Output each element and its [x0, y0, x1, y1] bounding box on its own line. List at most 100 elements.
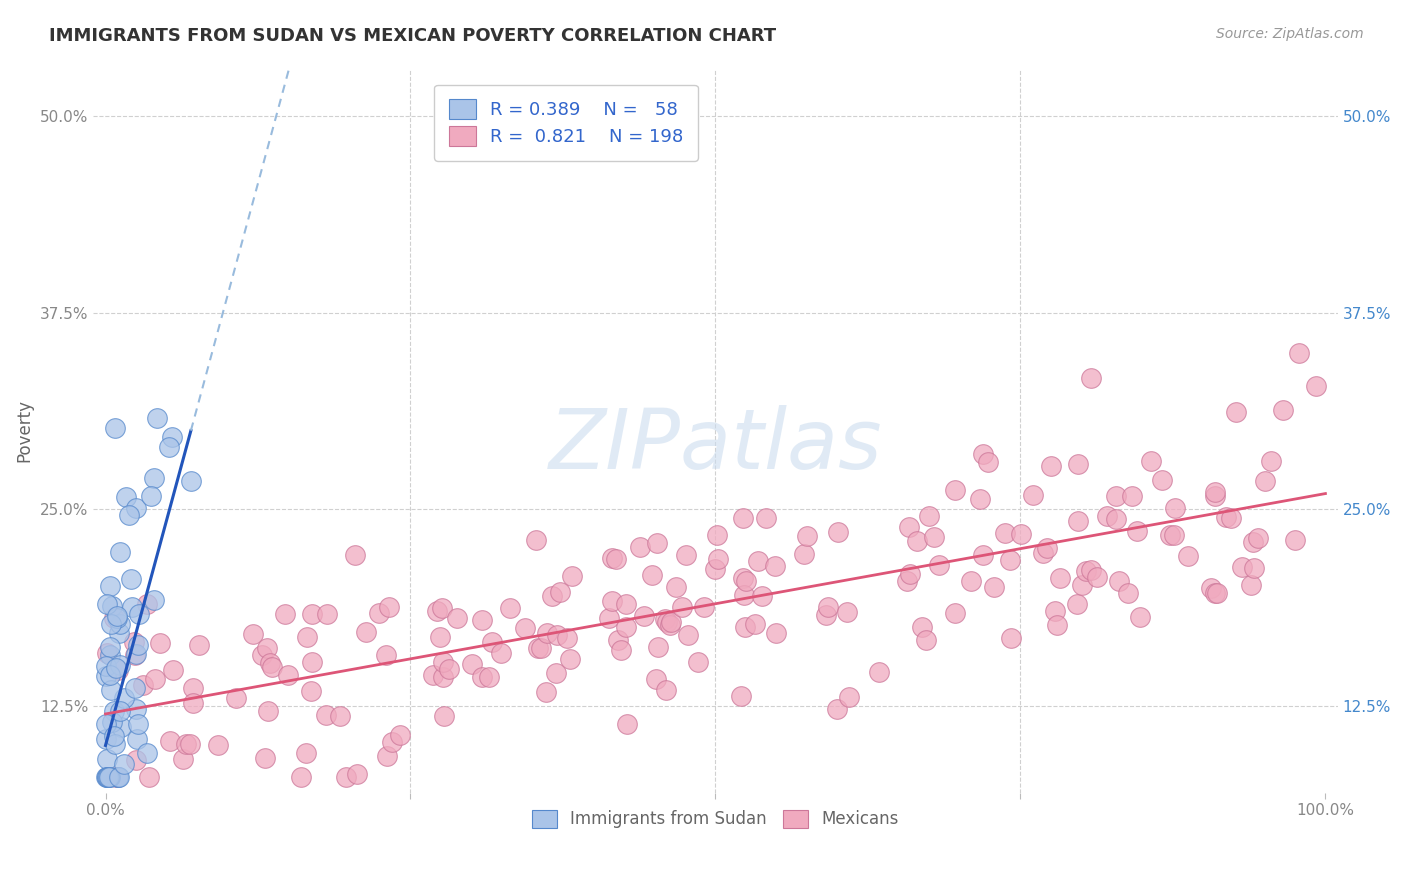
- Point: [174, 737, 197, 751]
- Point: [180, 474, 202, 488]
- Point: [108, 704, 131, 718]
- Point: [477, 670, 499, 684]
- Point: [367, 606, 389, 620]
- Point: [688, 655, 710, 669]
- Point: [105, 608, 128, 623]
- Point: [898, 520, 921, 534]
- Point: [259, 656, 281, 670]
- Point: [546, 666, 568, 681]
- Point: [127, 732, 149, 747]
- Point: [1164, 500, 1187, 515]
- Point: [628, 540, 651, 554]
- Point: [142, 471, 165, 485]
- Point: [994, 526, 1017, 541]
- Point: [704, 562, 727, 576]
- Point: [101, 599, 124, 614]
- Point: [335, 770, 357, 784]
- Text: ZIPatlas: ZIPatlas: [548, 405, 883, 485]
- Point: [108, 625, 131, 640]
- Point: [136, 746, 159, 760]
- Point: [1247, 531, 1270, 545]
- Point: [104, 661, 127, 675]
- Point: [817, 599, 839, 614]
- Point: [1035, 541, 1057, 555]
- Point: [256, 641, 278, 656]
- Point: [375, 748, 398, 763]
- Point: [945, 606, 967, 620]
- Point: [301, 607, 323, 621]
- Point: [375, 648, 398, 662]
- Point: [1205, 585, 1227, 599]
- Point: [225, 690, 247, 705]
- Point: [96, 597, 118, 611]
- Point: [94, 658, 117, 673]
- Point: [103, 611, 125, 625]
- Point: [127, 716, 149, 731]
- Point: [734, 574, 756, 589]
- Point: [162, 430, 184, 444]
- Point: [654, 612, 676, 626]
- Point: [838, 690, 860, 704]
- Point: [1121, 489, 1143, 503]
- Point: [1243, 561, 1265, 575]
- Point: [835, 606, 858, 620]
- Point: [1271, 402, 1294, 417]
- Point: [827, 524, 849, 539]
- Point: [1159, 528, 1181, 542]
- Point: [1284, 533, 1306, 547]
- Point: [657, 615, 679, 629]
- Point: [1241, 535, 1264, 549]
- Point: [97, 770, 120, 784]
- Point: [257, 704, 280, 718]
- Point: [827, 702, 849, 716]
- Point: [262, 660, 284, 674]
- Point: [1066, 457, 1088, 471]
- Point: [491, 646, 513, 660]
- Point: [139, 489, 162, 503]
- Point: [124, 648, 146, 662]
- Point: [665, 580, 688, 594]
- Point: [763, 558, 786, 573]
- Point: [918, 509, 941, 524]
- Point: [378, 599, 401, 614]
- Point: [1305, 379, 1327, 393]
- Point: [1071, 578, 1094, 592]
- Point: [101, 715, 124, 730]
- Point: [104, 737, 127, 751]
- Point: [471, 613, 494, 627]
- Point: [315, 708, 337, 723]
- Point: [97, 770, 120, 784]
- Point: [127, 638, 149, 652]
- Point: [96, 717, 118, 731]
- Point: [1000, 631, 1022, 645]
- Point: [616, 620, 638, 634]
- Point: [432, 601, 454, 615]
- Point: [676, 627, 699, 641]
- Point: [548, 585, 571, 599]
- Point: [1046, 617, 1069, 632]
- Point: [120, 573, 142, 587]
- Point: [977, 455, 1000, 469]
- Point: [181, 681, 204, 695]
- Point: [555, 631, 578, 645]
- Point: [1140, 453, 1163, 467]
- Point: [114, 690, 136, 705]
- Point: [731, 571, 754, 585]
- Point: [1225, 404, 1247, 418]
- Point: [277, 667, 299, 681]
- Point: [546, 628, 568, 642]
- Point: [108, 657, 131, 672]
- Point: [104, 421, 127, 435]
- Point: [706, 528, 728, 542]
- Point: [541, 589, 564, 603]
- Point: [98, 579, 121, 593]
- Point: [149, 636, 172, 650]
- Point: [983, 580, 1005, 594]
- Point: [103, 729, 125, 743]
- Point: [1049, 571, 1071, 585]
- Point: [157, 440, 180, 454]
- Point: [125, 648, 148, 662]
- Point: [1215, 510, 1237, 524]
- Point: [1022, 488, 1045, 502]
- Point: [432, 671, 454, 685]
